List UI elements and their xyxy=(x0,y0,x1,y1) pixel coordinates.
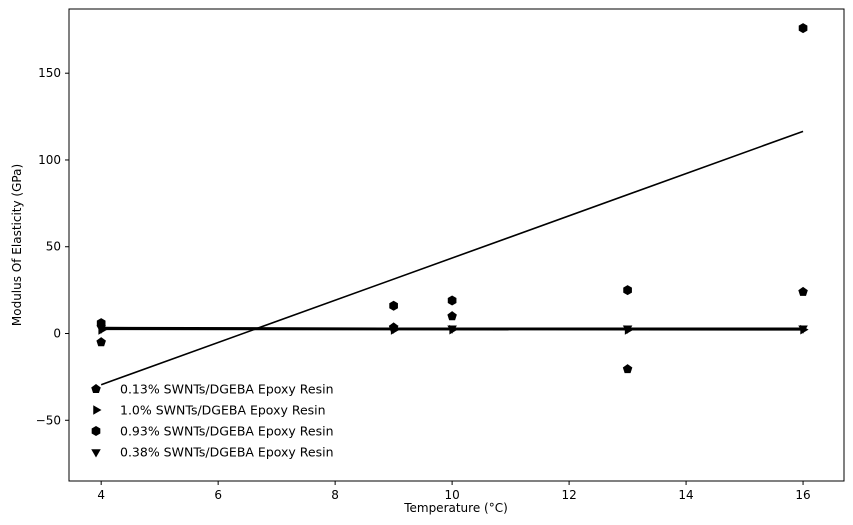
legend-marker-series-2 xyxy=(93,405,102,415)
y-tick-label: −50 xyxy=(36,413,61,427)
x-tick-label: 8 xyxy=(331,488,339,502)
x-tick-label: 10 xyxy=(444,488,459,502)
data-point-series-4 xyxy=(622,325,633,334)
legend-marker-series-3 xyxy=(91,426,101,436)
x-tick-label: 6 xyxy=(214,488,222,502)
legend-label: 0.38% SWNTs/DGEBA Epoxy Resin xyxy=(120,445,334,460)
x-axis-label: Temperature (°C) xyxy=(403,501,508,515)
legend-label: 0.13% SWNTs/DGEBA Epoxy Resin xyxy=(120,382,334,397)
y-tick-label: 50 xyxy=(46,240,61,254)
y-axis-label: Modulus Of Elasticity (GPa) xyxy=(10,164,24,326)
data-point-series-3 xyxy=(447,295,457,306)
data-point-series-4 xyxy=(447,325,457,334)
x-tick-label: 12 xyxy=(561,488,576,502)
legend-marker-series-1 xyxy=(91,384,101,394)
legend-marker-series-4 xyxy=(91,449,101,458)
data-point-series-1 xyxy=(96,337,106,347)
y-tick-label: 150 xyxy=(38,66,61,80)
data-point-series-3 xyxy=(389,300,398,311)
data-points xyxy=(96,23,809,374)
data-point-series-4 xyxy=(96,325,106,334)
data-point-series-4 xyxy=(798,325,808,334)
data-point-series-1 xyxy=(447,311,457,321)
data-point-series-4 xyxy=(388,325,399,334)
data-point-series-3 xyxy=(798,23,808,34)
legend: 0.13% SWNTs/DGEBA Epoxy Resin 1.0% SWNTs/… xyxy=(91,382,334,460)
fit-line-series-3 xyxy=(100,130,804,386)
x-tick-label: 4 xyxy=(97,488,105,502)
y-tick-label: 100 xyxy=(38,153,61,167)
x-tick-label: 14 xyxy=(678,488,693,502)
x-axis: 4 6 8 10 12 14 16 xyxy=(97,481,811,502)
data-point-series-3 xyxy=(623,285,632,296)
legend-label: 0.93% SWNTs/DGEBA Epoxy Resin xyxy=(120,424,334,439)
plot-area xyxy=(68,8,845,482)
y-tick-label: 0 xyxy=(53,327,61,341)
data-point-series-1 xyxy=(622,364,633,374)
data-point-series-1 xyxy=(798,286,808,296)
x-tick-label: 16 xyxy=(795,488,810,502)
legend-label: 1.0% SWNTs/DGEBA Epoxy Resin xyxy=(120,403,326,418)
y-axis: −50 0 50 100 150 xyxy=(36,66,69,427)
